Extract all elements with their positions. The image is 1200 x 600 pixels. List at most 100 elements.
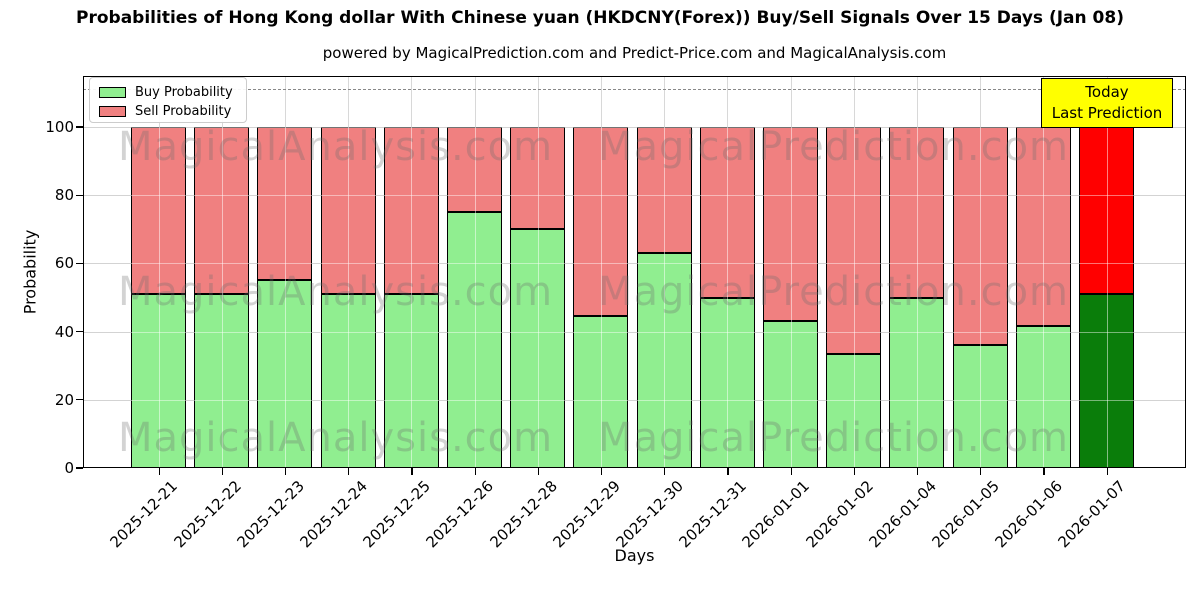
x-tick-mark [348,468,350,475]
legend-label-sell: Sell Probability [135,104,232,119]
x-tick-mark [474,468,476,475]
y-axis-label: Probability [20,229,40,315]
v-gridline [664,76,666,468]
v-gridline-overlay [600,76,602,468]
y-tick-label: 60 [54,254,74,273]
x-tick-mark [664,468,666,475]
bar-sell-segment [952,127,1008,346]
chart-subtitle: powered by MagicalPrediction.com and Pre… [322,44,947,62]
x-tick-label: 2025-12-23 [233,477,308,552]
x-tick-mark [411,468,413,475]
v-gridline-overlay [221,76,223,468]
x-tick-label: 2025-12-26 [422,477,498,552]
x-tick-mark [980,468,982,475]
watermark-text: MagicalAnalysis.com [118,269,554,315]
chart-title: Probabilities of Hong Kong dollar With C… [76,8,1124,28]
x-tick-mark [853,468,855,475]
y-tick-label: 40 [54,322,74,341]
h-gridline [83,399,1186,401]
legend-item-buy: Buy Probability [99,83,238,102]
y-tick-mark [76,194,83,196]
bar-sell-segment [889,127,945,298]
x-tick-label: 2026-01-02 [802,477,877,552]
plot-frame [83,76,1186,468]
v-gridline [600,76,602,468]
y-tick-label: 100 [45,118,74,136]
v-gridline [727,76,729,468]
v-gridline-overlay [348,76,350,468]
x-tick-mark [600,468,603,475]
y-tick-label: 0 [64,459,74,477]
v-gridline-overlay [411,76,413,468]
h-gridline-overlay [83,331,1186,333]
x-tick-label: 2025-12-29 [549,477,624,552]
y-tick-mark [76,331,83,333]
watermark-text: MagicalPrediction.com [598,269,1069,315]
bar-buy-segment [699,297,755,468]
h-gridline-overlay [83,127,1186,128]
bar-sell-segment [383,127,439,295]
v-gridline [284,76,286,468]
legend-item-sell: Sell Probability [99,102,238,121]
h-gridline [83,263,1186,265]
legend-swatch-sell [99,106,126,117]
bar-sell-segment [320,127,376,295]
bar-buy-segment [194,294,250,468]
y-tick-mark [76,262,83,265]
v-gridline [1106,76,1108,468]
v-gridline-overlay [158,76,160,468]
bar-buy-segment [510,229,566,468]
bar-sell-segment [131,127,186,295]
bar-sell-segment [257,127,313,281]
x-axis-label: Days [614,546,655,565]
v-gridline-overlay [537,76,539,468]
h-gridline [83,331,1186,333]
h-gridline-overlay [83,195,1186,197]
x-tick-label: 2025-12-31 [675,477,751,552]
v-gridline [411,76,413,468]
x-tick-mark [221,468,223,475]
v-gridline-overlay [916,76,918,468]
v-gridline-overlay [474,76,476,468]
x-tick-mark [916,468,919,475]
h-gridline-overlay [83,263,1186,265]
bar-buy-segment [889,297,945,468]
x-tick-label: 2025-12-22 [170,477,245,552]
bar-buy-segment [447,212,502,468]
bar-buy-segment [573,316,629,468]
x-tick-mark [1043,468,1045,475]
y-tick-mark [76,399,83,401]
bar-buy-segment [383,294,439,468]
v-gridline [474,76,476,468]
v-gridline-overlay [664,76,666,468]
bar-sell-segment [194,127,250,295]
x-tick-mark [727,468,729,475]
x-tick-mark [158,468,160,475]
today-annotation-line2: Last Prediction [1051,104,1163,122]
v-gridline [853,76,855,468]
v-gridline [158,76,160,468]
v-gridline [790,76,792,468]
bar-sell-segment [763,127,818,322]
v-gridline-overlay [853,76,855,468]
bar-buy-segment [1079,294,1134,468]
v-gridline [916,76,918,468]
x-tick-label: 2025-12-24 [296,477,371,552]
y-tick-label: 20 [54,390,74,409]
bar-sell-segment [1079,127,1134,295]
watermark-text: MagicalPrediction.com [598,415,1069,461]
x-tick-label: 2025-12-28 [486,477,561,552]
y-tick-label: 80 [54,186,74,205]
x-tick-label: 2025-12-25 [359,477,435,552]
today-annotation-line1: Today [1085,83,1129,101]
bar-sell-segment [510,127,566,230]
bar-buy-segment [131,294,186,468]
bar-sell-segment [826,127,882,354]
bar-buy-segment [1015,326,1071,468]
bar-sell-segment [573,127,629,317]
x-tick-mark [537,468,539,475]
v-gridline-overlay [727,76,729,468]
bar-buy-segment [952,345,1008,468]
x-tick-mark [1106,468,1108,475]
